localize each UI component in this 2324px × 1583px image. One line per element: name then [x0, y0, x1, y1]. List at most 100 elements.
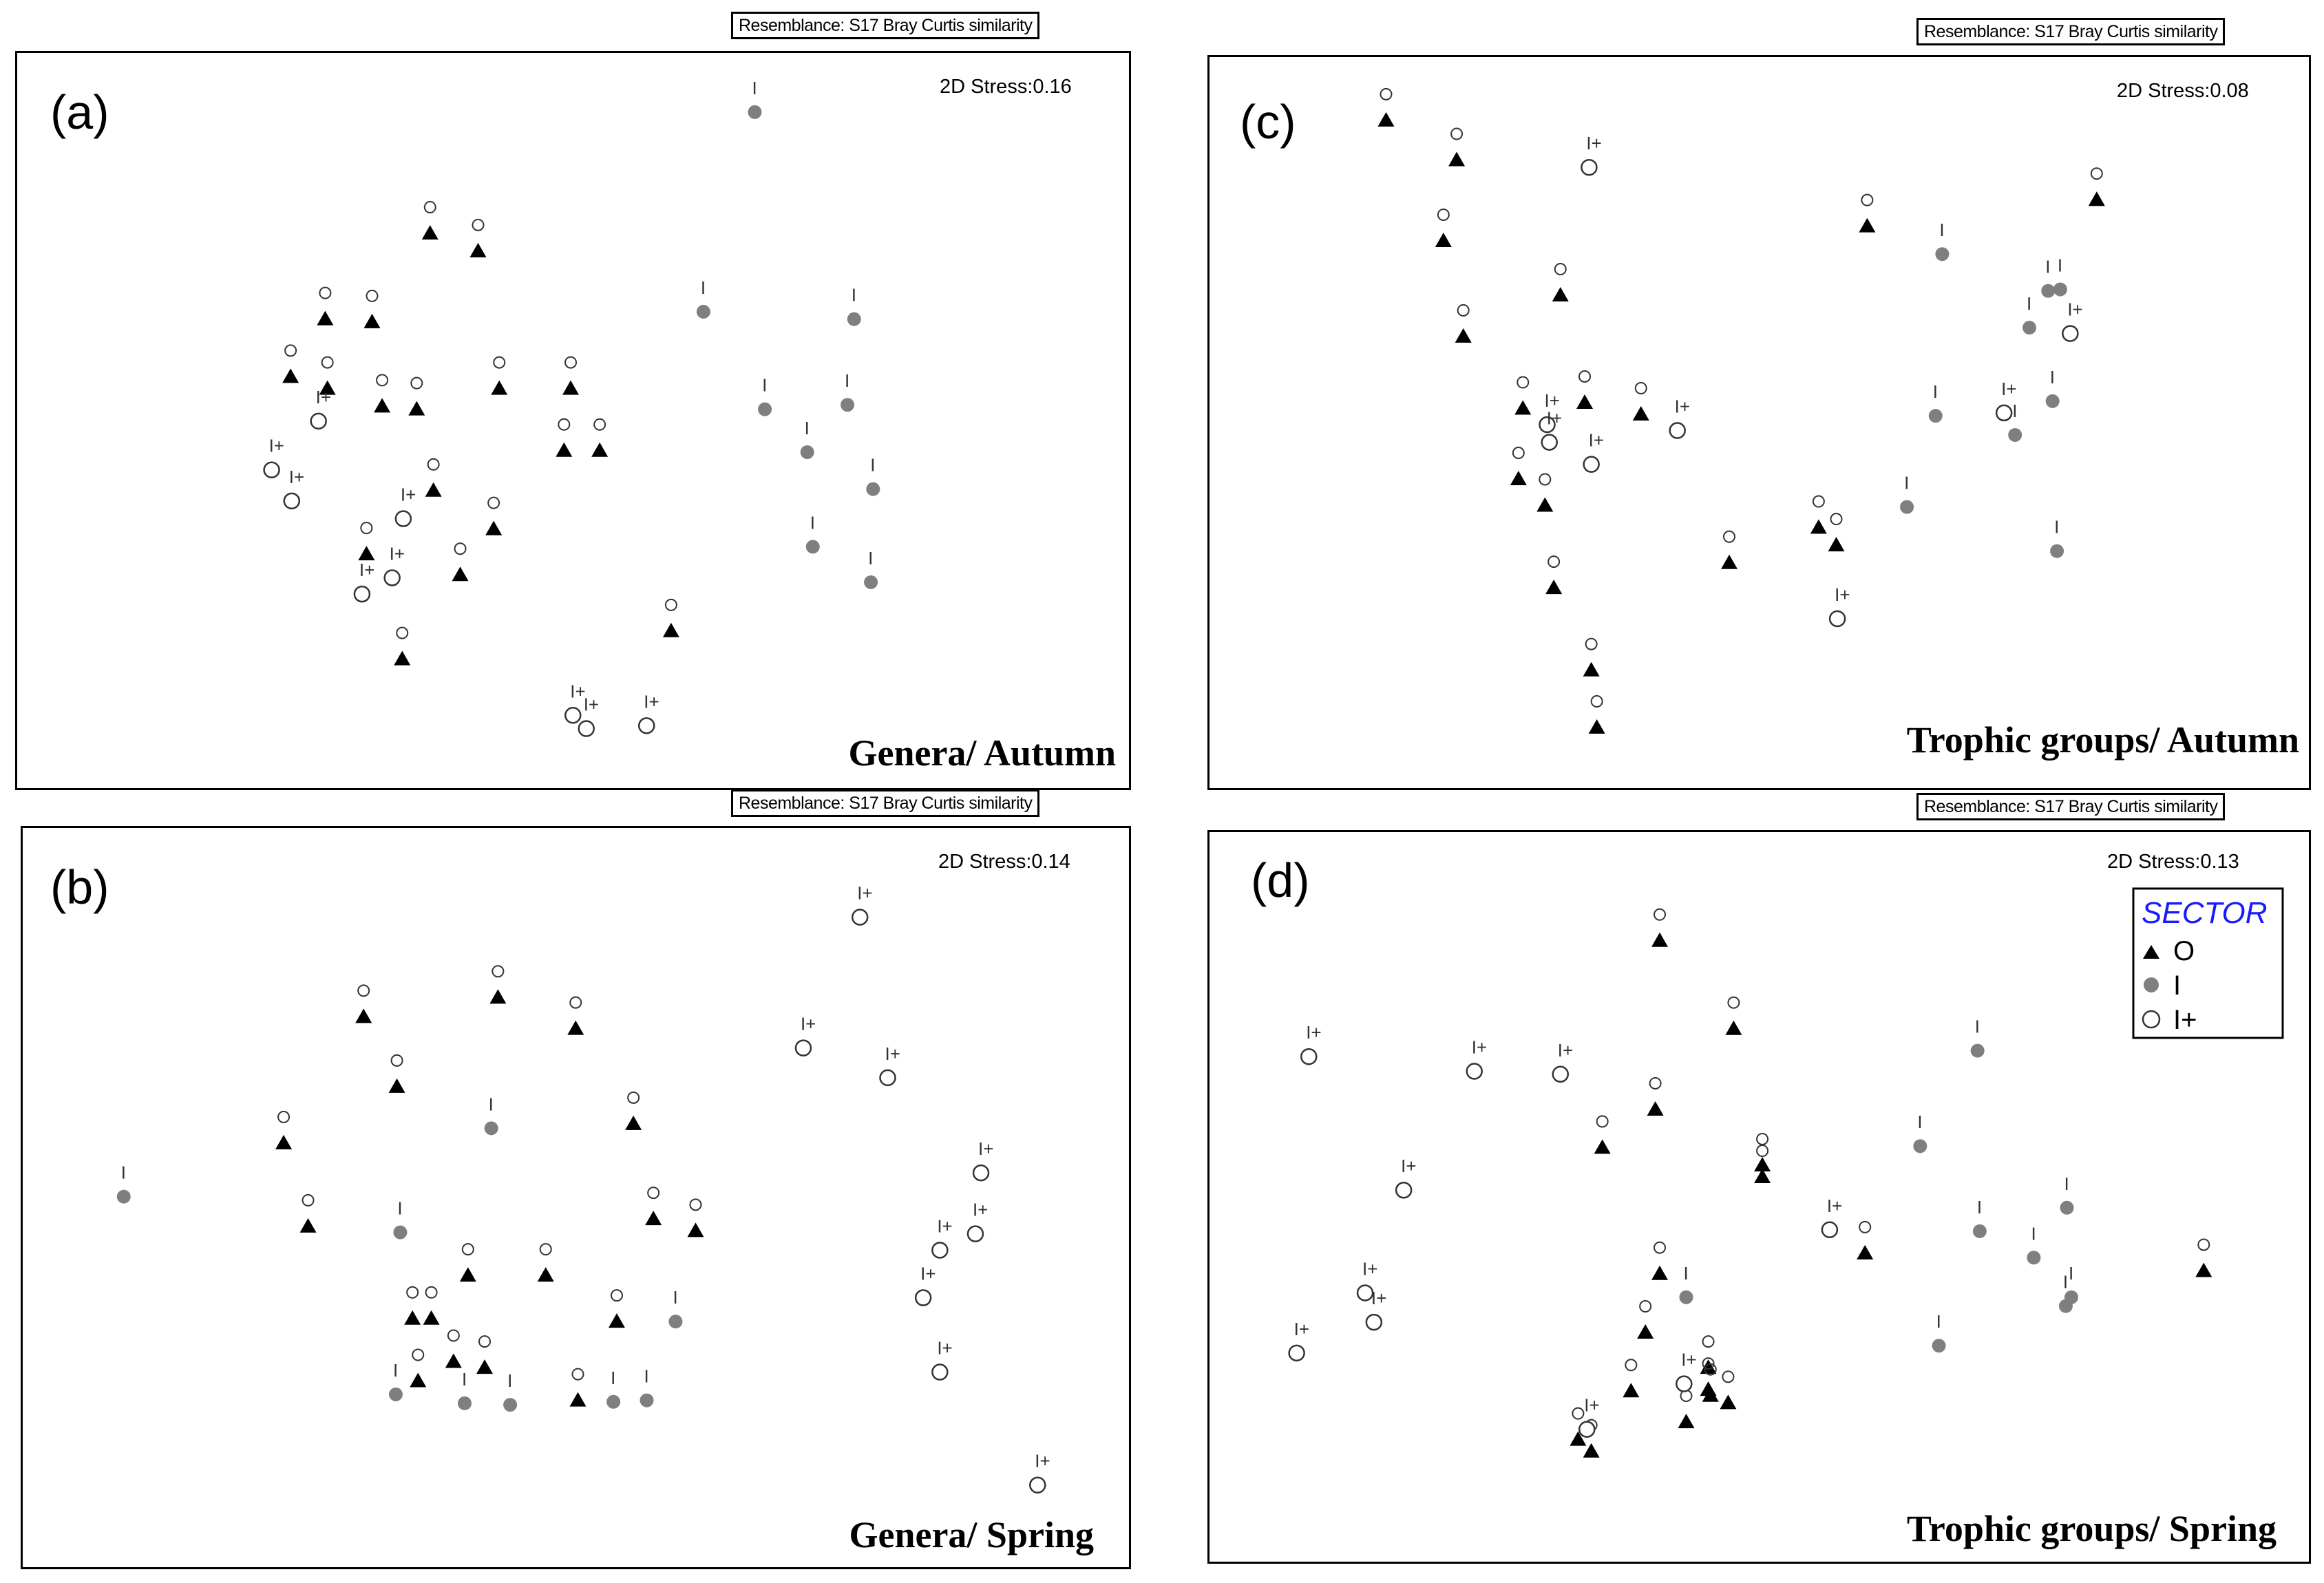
triangle-marker	[1514, 400, 1532, 415]
sample-point-O	[425, 458, 442, 497]
point-label-O	[1812, 495, 1825, 508]
stress-label: 2D Stress:0.16	[940, 76, 1072, 98]
point-label-Iplus: I+	[1584, 1395, 1599, 1416]
point-label-Iplus: I+	[1472, 1037, 1487, 1058]
panel-title: Trophic groups/ Autumn	[1907, 719, 2299, 761]
point-label-O	[376, 374, 389, 387]
sample-point-I: I	[2064, 1263, 2078, 1304]
resemblance-label-b: Resemblance: S17 Bray Curtis similarity	[731, 789, 1040, 817]
panel-a: (a) 2D Stress:0.16 Genera/ Autumn I I I I I I…	[15, 51, 1131, 790]
panel-d: (d) 2D Stress:0.13 Trophic groups/ Sprin…	[1207, 830, 2311, 1564]
dot-marker	[1679, 1290, 1693, 1304]
open-circle-marker	[1676, 1375, 1693, 1392]
sample-point-I: I	[116, 1162, 131, 1204]
triangle-marker	[567, 1020, 584, 1035]
sample-point-O	[1678, 1390, 1695, 1429]
sample-point-Iplus: I+	[1676, 1350, 1697, 1392]
sample-point-O	[1651, 908, 1669, 947]
point-label-O	[1722, 1370, 1735, 1383]
sample-point-O	[421, 201, 439, 240]
dot-marker	[606, 1394, 621, 1409]
point-label-O	[284, 344, 297, 357]
sample-point-Iplus: I+	[383, 544, 405, 586]
point-label-Iplus: I+	[644, 691, 659, 712]
sample-point-O	[459, 1243, 476, 1282]
point-label-Iplus: I+	[2001, 379, 2016, 399]
triangle-marker	[1588, 719, 1605, 734]
sample-point-Iplus: I+	[394, 485, 416, 527]
dot-marker	[484, 1121, 498, 1136]
point-label-Iplus: I+	[1545, 390, 1560, 411]
triangle-marker	[662, 622, 679, 637]
open-circle-marker	[1541, 434, 1558, 451]
point-label-I: I	[644, 1366, 649, 1387]
dot-marker	[866, 482, 880, 496]
point-label-I: I	[810, 512, 815, 533]
triangle-marker	[562, 380, 580, 395]
sample-point-I: I	[864, 548, 878, 589]
resemblance-label-c: Resemblance: S17 Bray Curtis similarity	[1916, 18, 2226, 45]
sample-point-O	[423, 1286, 440, 1325]
sample-point-O	[1514, 376, 1532, 415]
open-circle-marker	[1300, 1048, 1318, 1065]
sample-point-I: I	[2060, 1173, 2074, 1215]
point-label-Iplus: I+	[1306, 1022, 1321, 1043]
triangle-marker	[282, 368, 299, 383]
point-label-O	[1704, 1363, 1717, 1376]
point-label-Iplus: I+	[1294, 1319, 1309, 1339]
point-label-O	[390, 1054, 403, 1067]
point-label-O	[472, 218, 485, 231]
point-label-Iplus: I+	[1371, 1288, 1386, 1308]
point-label-I: I	[2012, 401, 2017, 421]
sample-point-I: I	[484, 1094, 498, 1136]
sample-point-O	[374, 374, 391, 413]
sample-point-O	[1545, 555, 1563, 595]
open-circle-marker	[1581, 158, 1598, 176]
sample-point-Iplus: I+	[1395, 1156, 1417, 1199]
sample-point-I: I	[393, 1198, 408, 1240]
triangle-marker	[1448, 151, 1466, 167]
sample-point-O	[687, 1198, 704, 1237]
point-label-O	[1572, 1407, 1585, 1420]
sample-point-O	[1570, 1407, 1587, 1446]
point-label-O	[410, 376, 423, 390]
point-label-O	[427, 458, 440, 471]
sample-point-I: I	[805, 512, 820, 554]
sample-point-O	[2088, 167, 2105, 206]
point-label-Iplus: I+	[857, 883, 872, 904]
dot-marker	[2027, 1251, 2041, 1265]
open-circle-marker	[966, 1225, 984, 1242]
dot-marker	[1913, 1139, 1927, 1154]
point-label-O	[558, 418, 571, 431]
sample-point-O	[469, 218, 487, 257]
point-label-O	[1457, 304, 1470, 317]
sample-point-I: I	[388, 1360, 403, 1401]
point-label-O	[423, 201, 436, 214]
open-circle-marker	[931, 1363, 949, 1381]
sample-point-O	[1435, 209, 1452, 247]
point-label-I: I	[870, 455, 875, 476]
point-label-O	[447, 1329, 460, 1342]
sample-point-Iplus: I+	[1365, 1288, 1386, 1331]
point-label-Iplus: I+	[973, 1200, 988, 1220]
point-label-Iplus: I+	[1586, 133, 1601, 153]
open-circle-marker	[1395, 1181, 1413, 1199]
sample-point-I: I	[696, 277, 710, 319]
point-label-O	[1649, 1076, 1662, 1090]
point-label-I: I	[701, 277, 706, 298]
point-label-I: I	[397, 1198, 402, 1219]
point-label-O	[1727, 996, 1740, 1009]
dot-marker	[696, 304, 710, 319]
point-label-O	[2197, 1238, 2210, 1251]
sample-point-I: I	[758, 375, 772, 416]
sample-point-O	[1536, 473, 1554, 512]
point-label-O	[1859, 1220, 1872, 1233]
dot-marker	[668, 1315, 683, 1329]
point-label-Iplus: I+	[1827, 1196, 1842, 1216]
point-label-O	[1517, 376, 1530, 389]
sample-point-I: I	[2045, 367, 2060, 408]
point-label-O	[664, 598, 677, 611]
triangle-marker	[299, 1218, 317, 1233]
point-label-Iplus: I+	[937, 1215, 952, 1236]
open-circle-marker	[2062, 325, 2079, 342]
